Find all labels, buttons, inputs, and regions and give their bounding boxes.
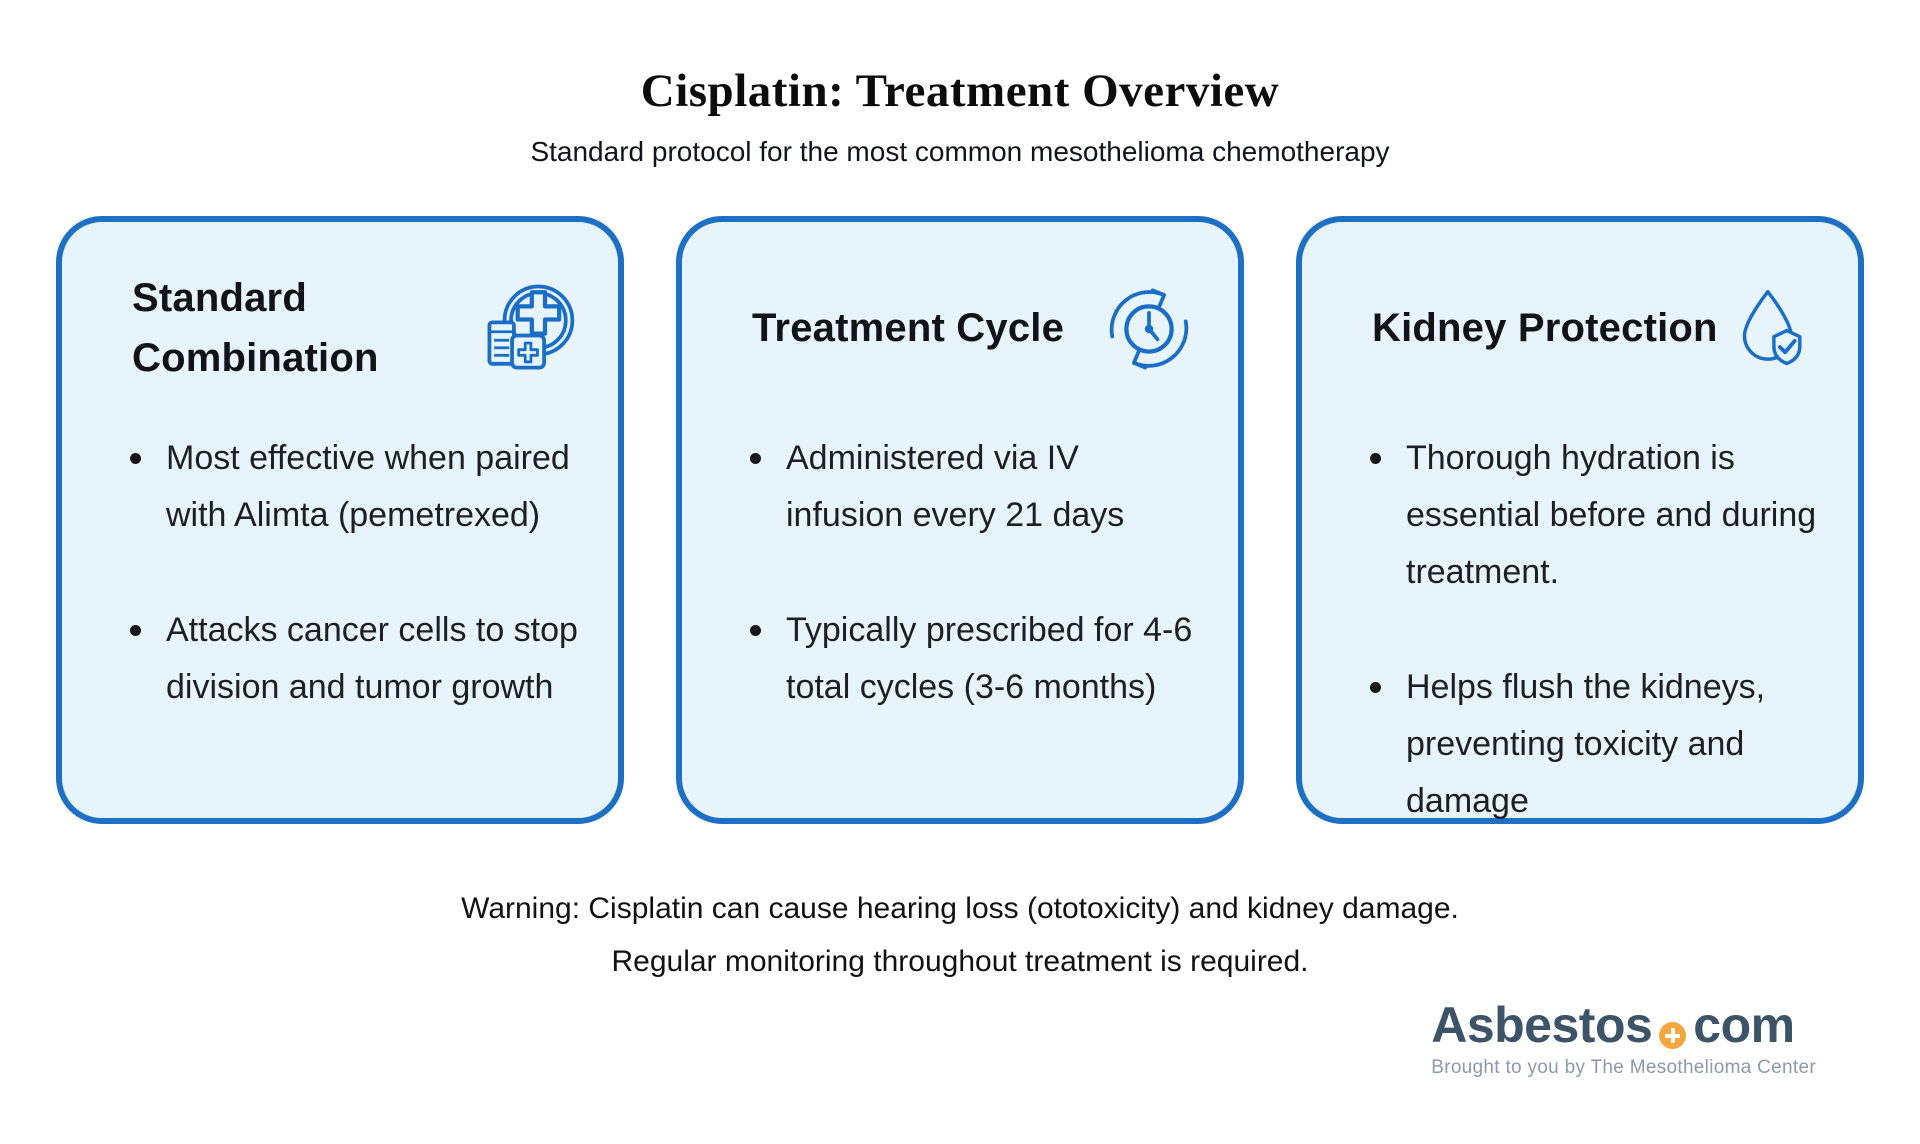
bullet-item: Helps flush the kidneys, preventing toxi… bbox=[1368, 659, 1818, 830]
logo-wordmark: Asbestos com bbox=[1431, 998, 1816, 1053]
card-title: Treatment Cycle bbox=[752, 306, 1065, 350]
logo-tagline: Brought to you by The Mesothelioma Cente… bbox=[1431, 1057, 1816, 1078]
card-header: Kidney Protection bbox=[1346, 252, 1818, 404]
bullet-item: Most effective when paired with Alimta (… bbox=[128, 430, 578, 544]
card-title: Standard Combination bbox=[132, 276, 379, 380]
cards-row: Standard Combination Most effective when… bbox=[56, 216, 1864, 824]
logo-tld-text: com bbox=[1693, 997, 1795, 1053]
card-title: Kidney Protection bbox=[1372, 306, 1718, 350]
bullet-list: Most effective when paired with Alimta (… bbox=[106, 430, 578, 716]
bullet-list: Administered via IV infusion every 21 da… bbox=[726, 430, 1198, 716]
bullet-item: Attacks cancer cells to stop division an… bbox=[128, 602, 578, 716]
page-title: Cisplatin: Treatment Overview bbox=[640, 65, 1280, 117]
card-header: Standard Combination bbox=[106, 252, 578, 404]
card-header: Treatment Cycle bbox=[726, 252, 1198, 404]
page-subtitle: Standard protocol for the most common me… bbox=[530, 136, 1390, 167]
orange-plus-icon bbox=[1659, 1022, 1687, 1049]
cycle-clock-icon bbox=[1109, 288, 1189, 370]
card-treatment-cycle: Treatment Cycle Administered via IV infu… bbox=[676, 216, 1244, 824]
logo-brand-text: Asbestos bbox=[1431, 997, 1653, 1053]
bullet-list: Thorough hydration is essential before a… bbox=[1346, 430, 1818, 830]
bullet-item: Typically prescribed for 4-6 total cycle… bbox=[748, 602, 1198, 716]
bullet-item: Thorough hydration is essential before a… bbox=[1368, 430, 1818, 601]
medicine-circle-icon bbox=[487, 284, 575, 370]
droplet-shield-icon bbox=[1742, 289, 1802, 366]
card-kidney-protection: Kidney Protection Thorough hydration is … bbox=[1296, 216, 1864, 824]
card-standard-combination: Standard Combination Most effective when… bbox=[56, 216, 624, 824]
warning-text: Warning: Cisplatin can cause hearing los… bbox=[461, 892, 1459, 978]
asbestos-logo: Asbestos com Brought to you by The Mesot… bbox=[1431, 998, 1816, 1079]
bullet-item: Administered via IV infusion every 21 da… bbox=[748, 430, 1198, 544]
